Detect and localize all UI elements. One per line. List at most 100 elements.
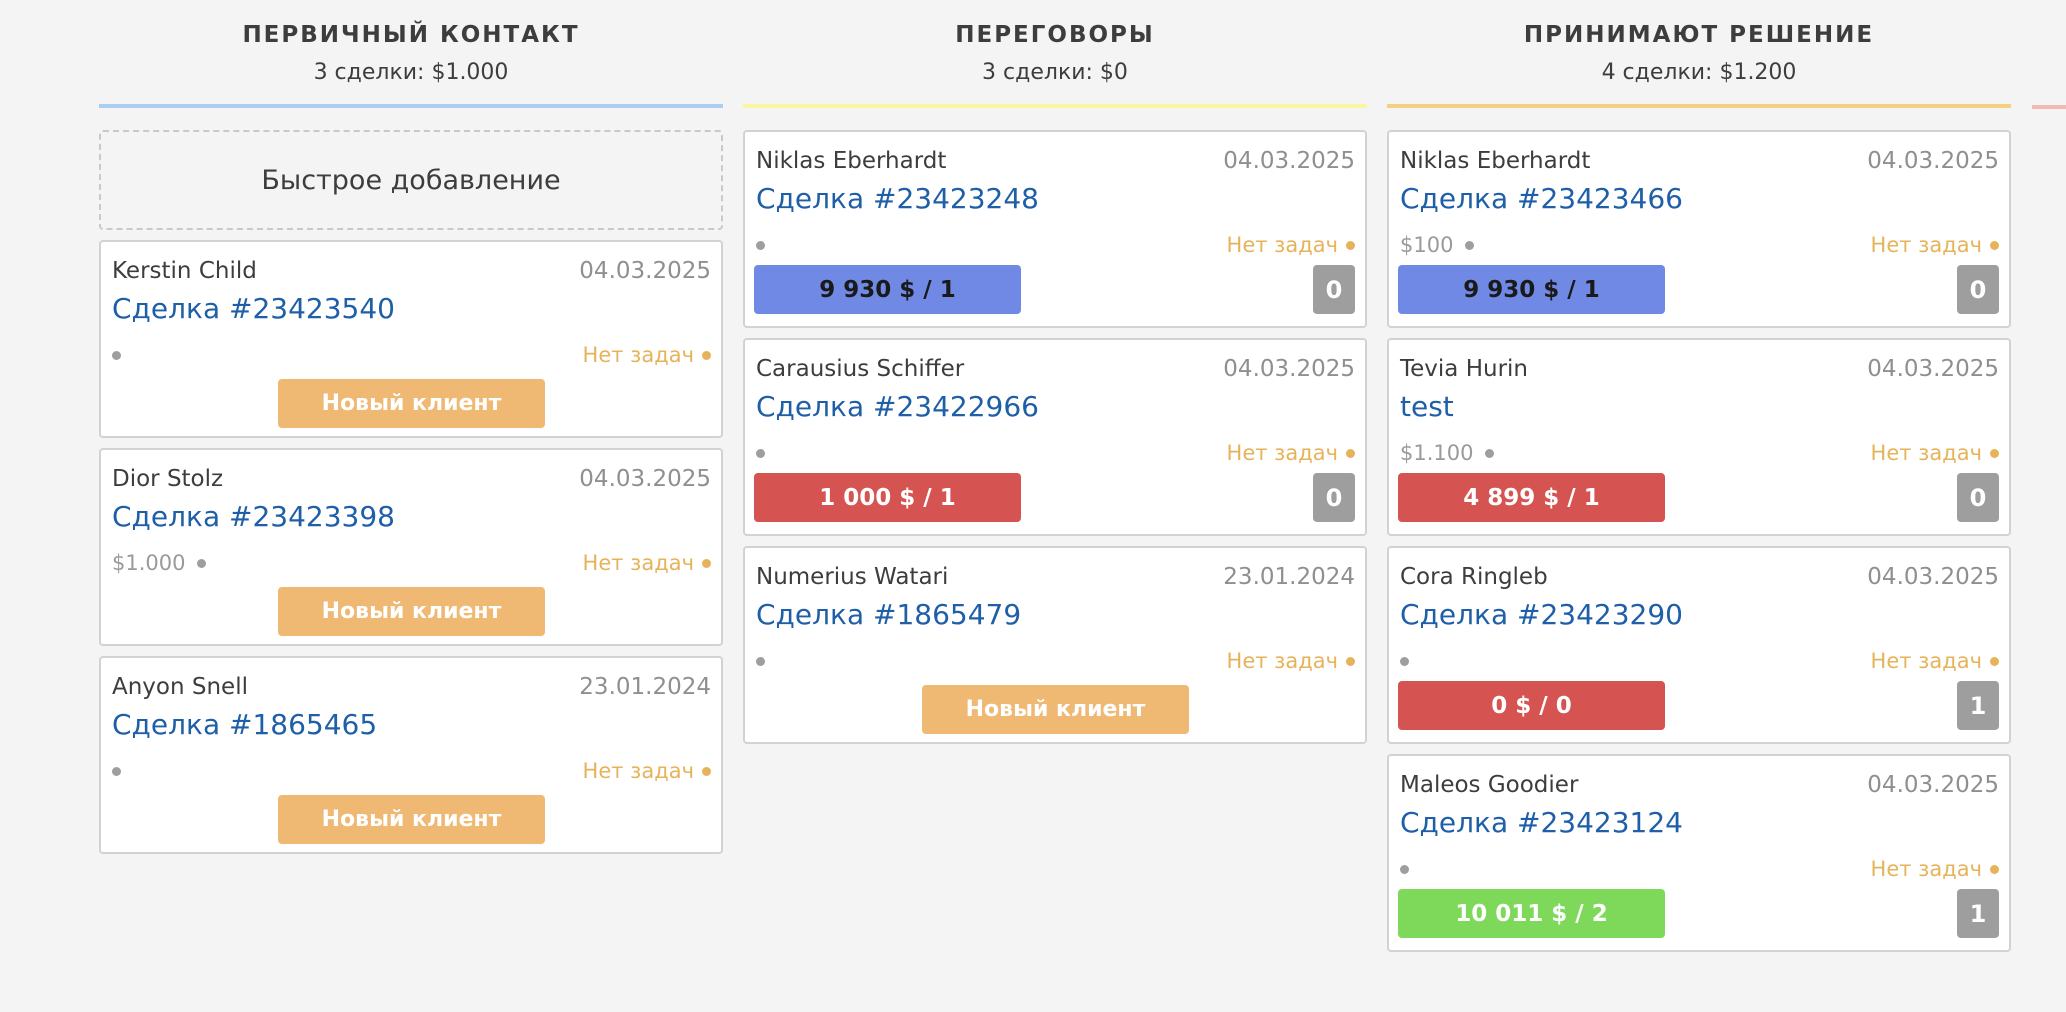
card-tasks-status[interactable]: Нет задач	[583, 759, 711, 783]
card-deal-link[interactable]: Сделка #23423248	[756, 182, 1039, 215]
card-price: $1.100	[1400, 441, 1474, 465]
status-dot-icon	[756, 240, 765, 250]
tag-new-client-button[interactable]: Новый клиент	[278, 795, 545, 844]
deal-amount-button[interactable]: 4 899 $ / 1	[1398, 473, 1665, 522]
status-dot-icon	[1400, 864, 1409, 874]
deal-amount-button[interactable]: 9 930 $ / 1	[754, 265, 1021, 314]
tasks-label: Нет задач	[582, 343, 694, 367]
quick-add-button[interactable]: Быстрое добавление	[99, 130, 723, 230]
status-dot-icon	[112, 350, 121, 360]
card-tasks-status[interactable]: Нет задач	[583, 343, 711, 367]
card-contact-name[interactable]: Niklas Eberhardt	[756, 148, 947, 174]
card-date: 04.03.2025	[1867, 148, 1999, 174]
pipeline-column-primary-contact: ПЕРВИЧНЫЙ КОНТАКТ 3 сделки: $1.000 Быстр…	[99, 0, 723, 854]
card-contact-name[interactable]: Dior Stolz	[112, 466, 224, 492]
column-summary: 3 сделки: $0	[982, 60, 1128, 85]
counter-badge[interactable]: 1	[1957, 681, 1999, 730]
deal-card[interactable]: Numerius Watari 23.01.2024 Сделка #18654…	[743, 546, 1367, 744]
column-header: ПЕРЕГОВОРЫ 3 сделки: $0	[743, 0, 1367, 108]
card-contact-name[interactable]: Cora Ringleb	[1400, 564, 1548, 590]
status-dot-icon	[1400, 656, 1409, 666]
card-deal-link[interactable]: Сделка #23423540	[112, 292, 395, 325]
card-date: 23.01.2024	[579, 674, 711, 700]
card-date: 04.03.2025	[1867, 356, 1999, 382]
counter-badge[interactable]: 0	[1957, 265, 1999, 314]
deal-card[interactable]: Tevia Hurin 04.03.2025 test $1.100 Нет з…	[1387, 338, 2011, 536]
card-date: 23.01.2024	[1223, 564, 1355, 590]
card-deal-link[interactable]: Сделка #23423124	[1400, 806, 1683, 839]
tasks-dot-icon	[1990, 448, 1999, 458]
card-meta	[112, 759, 121, 783]
tasks-label: Нет задач	[582, 551, 694, 575]
tasks-dot-icon	[702, 350, 711, 360]
card-tasks-status[interactable]: Нет задач	[1871, 233, 1999, 257]
tag-new-client-button[interactable]: Новый клиент	[922, 685, 1189, 734]
card-contact-name[interactable]: Kerstin Child	[112, 258, 257, 284]
pipeline-column-decision: ПРИНИМАЮТ РЕШЕНИЕ 4 сделки: $1.200 Nikla…	[1387, 0, 2011, 952]
column-summary: 3 сделки: $1.000	[313, 60, 509, 85]
card-date: 04.03.2025	[1867, 564, 1999, 590]
deal-amount-button[interactable]: 9 930 $ / 1	[1398, 265, 1665, 314]
column-title: ПЕРВИЧНЫЙ КОНТАКТ	[242, 22, 580, 48]
card-contact-name[interactable]: Carausius Schiffer	[756, 356, 965, 382]
card-contact-name[interactable]: Maleos Goodier	[1400, 772, 1579, 798]
card-price: $100	[1400, 233, 1454, 257]
deal-card[interactable]: Carausius Schiffer 04.03.2025 Сделка #23…	[743, 338, 1367, 536]
card-tasks-status[interactable]: Нет задач	[1227, 649, 1355, 673]
card-tasks-status[interactable]: Нет задач	[1871, 649, 1999, 673]
counter-badge[interactable]: 0	[1957, 473, 1999, 522]
card-deal-link[interactable]: Сделка #23423466	[1400, 182, 1683, 215]
card-deal-link[interactable]: Сделка #1865465	[112, 708, 378, 741]
card-tasks-status[interactable]: Нет задач	[583, 551, 711, 575]
tasks-label: Нет задач	[1226, 441, 1338, 465]
counter-badge[interactable]: 0	[1313, 473, 1355, 522]
status-dot-icon	[1465, 240, 1475, 250]
deal-card[interactable]: Niklas Eberhardt 04.03.2025 Сделка #2342…	[1387, 130, 2011, 328]
card-deal-link[interactable]: Сделка #23422966	[756, 390, 1039, 423]
deal-amount-button[interactable]: 10 011 $ / 2	[1398, 889, 1665, 938]
card-contact-name[interactable]: Niklas Eberhardt	[1400, 148, 1591, 174]
card-deal-link[interactable]: Сделка #23423398	[112, 500, 395, 533]
counter-badge[interactable]: 1	[1957, 889, 1999, 938]
card-deal-link[interactable]: Сделка #1865479	[756, 598, 1022, 631]
deal-amount-button[interactable]: 1 000 $ / 1	[754, 473, 1021, 522]
card-tasks-status[interactable]: Нет задач	[1871, 441, 1999, 465]
status-dot-icon	[1485, 448, 1495, 458]
tasks-label: Нет задач	[582, 759, 694, 783]
deal-card[interactable]: Kerstin Child 04.03.2025 Сделка #2342354…	[99, 240, 723, 438]
column-header: ПРИНИМАЮТ РЕШЕНИЕ 4 сделки: $1.200	[1387, 0, 2011, 108]
card-tasks-status[interactable]: Нет задач	[1871, 857, 1999, 881]
card-contact-name[interactable]: Numerius Watari	[756, 564, 949, 590]
card-date: 04.03.2025	[579, 466, 711, 492]
counter-badge[interactable]: 0	[1313, 265, 1355, 314]
column-stage-line	[99, 104, 723, 108]
deal-card[interactable]: Maleos Goodier 04.03.2025 Сделка #234231…	[1387, 754, 2011, 952]
card-meta: $100	[1400, 233, 1475, 257]
deal-card[interactable]: Dior Stolz 04.03.2025 Сделка #23423398 $…	[99, 448, 723, 646]
deal-card[interactable]: Niklas Eberhardt 04.03.2025 Сделка #2342…	[743, 130, 1367, 328]
card-meta	[756, 441, 765, 465]
deal-card[interactable]: Anyon Snell 23.01.2024 Сделка #1865465 Н…	[99, 656, 723, 854]
card-tasks-status[interactable]: Нет задач	[1227, 233, 1355, 257]
column-header: ПЕРВИЧНЫЙ КОНТАКТ 3 сделки: $1.000	[99, 0, 723, 108]
card-deal-link[interactable]: Сделка #23423290	[1400, 598, 1683, 631]
card-tasks-status[interactable]: Нет задач	[1227, 441, 1355, 465]
card-contact-name[interactable]: Tevia Hurin	[1400, 356, 1528, 382]
card-date: 04.03.2025	[579, 258, 711, 284]
card-contact-name[interactable]: Anyon Snell	[112, 674, 248, 700]
card-date: 04.03.2025	[1223, 356, 1355, 382]
card-deal-link[interactable]: test	[1400, 390, 1454, 423]
card-meta	[1400, 857, 1409, 881]
deal-amount-button[interactable]: 0 $ / 0	[1398, 681, 1665, 730]
card-date: 04.03.2025	[1223, 148, 1355, 174]
tasks-dot-icon	[1346, 240, 1355, 250]
column-summary: 4 сделки: $1.200	[1601, 60, 1797, 85]
card-date: 04.03.2025	[1867, 772, 1999, 798]
tag-new-client-button[interactable]: Новый клиент	[278, 587, 545, 636]
card-meta: $1.100	[1400, 441, 1495, 465]
column-title: ПЕРЕГОВОРЫ	[955, 22, 1155, 48]
tag-new-client-button[interactable]: Новый клиент	[278, 379, 545, 428]
deal-card[interactable]: Cora Ringleb 04.03.2025 Сделка #23423290…	[1387, 546, 2011, 744]
tasks-label: Нет задач	[1870, 233, 1982, 257]
tasks-dot-icon	[1346, 448, 1355, 458]
